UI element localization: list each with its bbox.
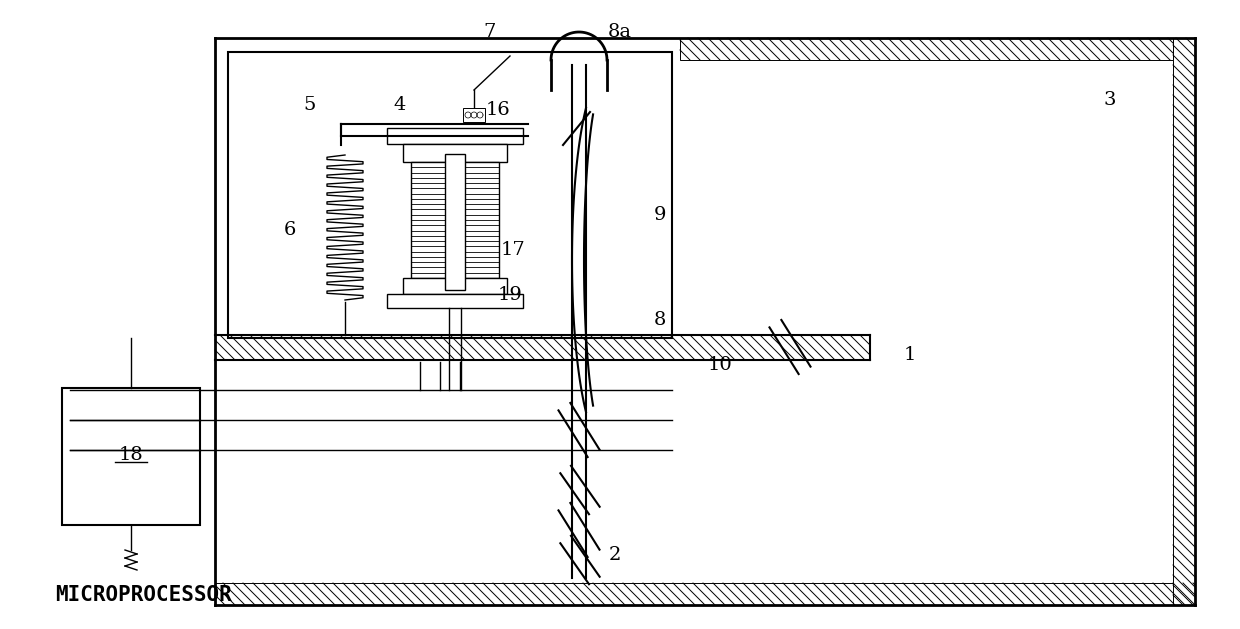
Text: 3: 3: [1104, 91, 1116, 109]
Bar: [228, 52, 672, 338]
Text: 16: 16: [486, 101, 511, 119]
Bar: [1173, 38, 1195, 605]
Bar: [62, 388, 200, 525]
Text: 19: 19: [497, 286, 522, 304]
Text: 17: 17: [501, 241, 526, 259]
Bar: [387, 294, 523, 308]
Text: 8: 8: [653, 311, 666, 329]
Bar: [680, 38, 1173, 60]
Bar: [410, 162, 498, 278]
Bar: [445, 154, 465, 290]
Text: 1: 1: [904, 346, 916, 364]
Text: 9: 9: [653, 206, 666, 224]
Text: 10: 10: [708, 356, 733, 374]
Text: 6: 6: [284, 221, 296, 239]
Text: 7: 7: [484, 23, 496, 41]
Bar: [403, 144, 507, 162]
Text: 4: 4: [394, 96, 407, 114]
Bar: [403, 278, 507, 294]
Text: 2: 2: [609, 546, 621, 564]
Bar: [463, 108, 485, 122]
Text: 8a: 8a: [608, 23, 632, 41]
Text: 5: 5: [304, 96, 316, 114]
Text: MICROPROCESSOR: MICROPROCESSOR: [55, 585, 232, 605]
Bar: [215, 335, 870, 360]
Bar: [387, 128, 523, 144]
Bar: [215, 583, 1195, 605]
Text: 18: 18: [119, 446, 144, 464]
